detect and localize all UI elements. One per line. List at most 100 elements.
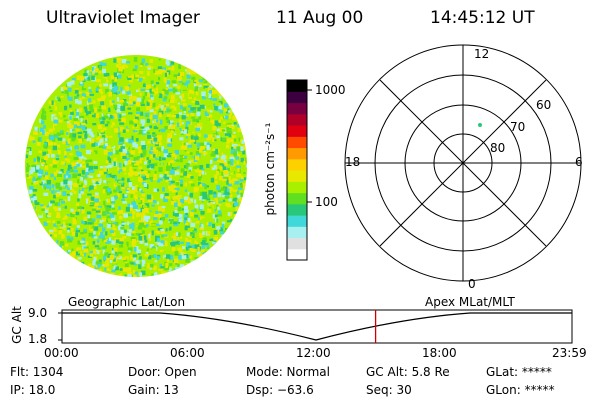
image-pixel — [95, 113, 99, 118]
image-pixel — [94, 142, 98, 146]
image-pixel — [111, 174, 117, 179]
image-pixel — [203, 134, 208, 138]
image-pixel — [77, 143, 81, 147]
image-pixel — [216, 104, 221, 108]
image-pixel — [78, 193, 82, 199]
image-pixel — [138, 264, 142, 269]
color-scale-bar — [287, 80, 307, 261]
image-pixel — [123, 163, 126, 167]
image-pixel — [55, 169, 59, 172]
image-pixel — [130, 150, 136, 155]
image-pixel — [197, 246, 200, 252]
image-pixel — [62, 217, 66, 220]
image-pixel — [57, 101, 61, 104]
image-pixel — [170, 184, 174, 189]
image-pixel — [154, 91, 159, 96]
image-pixel — [180, 168, 185, 173]
image-pixel — [91, 134, 95, 138]
image-pixel — [122, 155, 127, 159]
image-pixel — [223, 230, 226, 235]
image-pixel — [52, 159, 57, 165]
image-pixel — [96, 157, 99, 161]
image-pixel — [132, 211, 136, 215]
image-pixel — [226, 140, 230, 144]
image-pixel — [70, 111, 74, 116]
image-pixel — [179, 105, 183, 110]
image-pixel — [128, 190, 134, 194]
image-pixel — [197, 84, 202, 87]
image-pixel — [226, 120, 229, 124]
image-pixel — [83, 220, 88, 225]
image-pixel — [219, 152, 222, 156]
image-pixel — [169, 182, 174, 187]
image-pixel — [38, 179, 42, 184]
image-pixel — [103, 263, 108, 268]
image-pixel — [79, 250, 83, 255]
image-pixel — [171, 200, 176, 205]
image-pixel — [206, 231, 211, 235]
image-pixel — [57, 115, 60, 118]
image-pixel — [78, 156, 83, 162]
image-pixel — [37, 205, 40, 211]
image-pixel — [206, 106, 212, 110]
image-pixel — [37, 157, 40, 162]
image-pixel — [120, 171, 125, 177]
image-pixel — [108, 116, 113, 121]
image-pixel — [141, 169, 144, 173]
image-pixel — [101, 113, 104, 117]
image-pixel — [100, 95, 106, 99]
image-pixel — [113, 58, 117, 63]
image-pixel — [59, 241, 65, 246]
image-pixel — [187, 239, 192, 243]
image-pixel — [95, 264, 98, 268]
image-pixel — [52, 220, 55, 224]
image-pixel — [144, 92, 148, 96]
image-pixel — [102, 146, 107, 149]
image-pixel — [178, 80, 183, 83]
image-pixel — [49, 110, 53, 112]
image-pixel — [195, 165, 200, 168]
image-pixel — [166, 136, 171, 141]
image-pixel — [93, 229, 96, 235]
image-pixel — [213, 193, 217, 198]
image-pixel — [62, 121, 67, 124]
timeline-ytick-label-high: 9.0 — [28, 306, 48, 320]
image-pixel — [128, 112, 133, 115]
image-pixel — [149, 114, 153, 120]
image-pixel — [191, 116, 196, 119]
image-pixel — [212, 126, 217, 131]
image-pixel — [48, 212, 52, 216]
image-pixel — [199, 223, 203, 228]
image-pixel — [52, 145, 57, 151]
image-pixel — [115, 150, 119, 155]
image-pixel — [137, 204, 140, 210]
image-pixel — [227, 183, 232, 187]
image-pixel — [54, 161, 59, 164]
image-pixel — [115, 182, 119, 185]
image-pixel — [142, 95, 146, 100]
image-pixel — [149, 66, 154, 69]
image-pixel — [119, 268, 123, 271]
image-pixel — [225, 193, 230, 198]
image-pixel — [149, 267, 152, 270]
image-pixel — [136, 89, 139, 93]
image-pixel — [72, 77, 76, 81]
image-pixel — [135, 184, 138, 188]
image-pixel — [52, 210, 57, 215]
image-pixel — [186, 254, 191, 259]
image-pixel — [143, 218, 149, 221]
image-pixel — [142, 127, 148, 132]
image-pixel — [217, 168, 220, 173]
image-pixel — [167, 133, 173, 138]
image-pixel — [202, 183, 206, 186]
image-pixel — [55, 193, 60, 197]
image-pixel — [237, 147, 243, 152]
image-pixel — [181, 99, 186, 102]
image-pixel — [121, 59, 127, 64]
image-pixel — [146, 101, 150, 106]
image-pixel — [102, 249, 105, 254]
image-pixel — [120, 243, 123, 247]
image-pixel — [94, 107, 97, 113]
image-pixel — [135, 113, 140, 117]
image-pixel — [125, 61, 130, 64]
